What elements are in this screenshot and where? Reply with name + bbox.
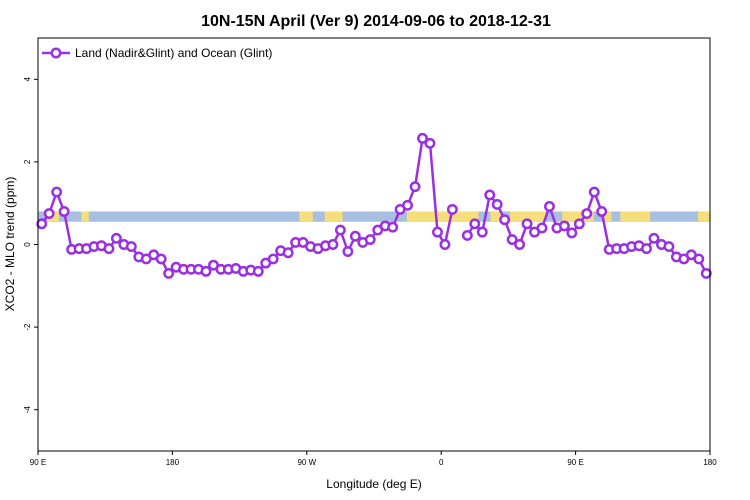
data-point: [387, 221, 399, 233]
data-point: [648, 232, 660, 244]
data-point: [484, 189, 496, 201]
data-point: [506, 234, 518, 245]
data-point: [596, 206, 608, 217]
data-point: [499, 214, 511, 226]
data-point: [252, 265, 264, 277]
data-point: [327, 239, 339, 250]
land-span: [602, 211, 612, 222]
x-tick-label: 180: [703, 458, 717, 467]
series-line: [40, 137, 454, 275]
data-point: [693, 253, 705, 265]
x-tick-label: 180: [166, 458, 180, 467]
data-point: [663, 241, 675, 253]
x-tick-label: 90 W: [297, 458, 316, 467]
land-span: [509, 211, 546, 222]
y-tick-label: 2: [23, 159, 32, 164]
data-point: [103, 243, 115, 255]
data-point: [51, 186, 63, 198]
land-span: [406, 211, 479, 222]
data-point: [334, 224, 346, 236]
data-point: [417, 132, 428, 144]
data-point: [566, 227, 578, 239]
data-point: [439, 239, 451, 250]
data-point: [342, 246, 354, 257]
data-point: [424, 137, 436, 149]
data-point: [200, 265, 212, 277]
x-axis-label: Longitude (deg E): [326, 477, 421, 491]
data-point: [491, 198, 503, 210]
land-span: [299, 211, 313, 222]
data-point: [544, 201, 555, 212]
y-axis: -4 -2 0 2 4: [23, 77, 38, 414]
x-tick-label: 90 E: [30, 458, 46, 467]
data-point: [514, 239, 526, 250]
y-tick-label: -4: [23, 406, 32, 414]
data-point: [469, 218, 481, 230]
data-point: [700, 267, 712, 279]
x-axis: 90 E 180 90 W 0 90 E 180: [30, 451, 717, 467]
data-point: [476, 226, 488, 238]
data-point: [521, 218, 533, 230]
data-point: [558, 220, 570, 232]
data-point: [402, 199, 414, 211]
ocean-band: [38, 211, 710, 222]
data-point: [58, 206, 70, 217]
data-point: [110, 232, 122, 244]
data-point: [43, 208, 55, 219]
data-point: [155, 253, 167, 265]
y-tick-label: 0: [23, 242, 32, 247]
data-point: [364, 234, 376, 245]
data-point: [409, 181, 421, 193]
y-tick-label: 4: [23, 77, 32, 82]
legend-marker: [50, 47, 62, 59]
legend-entry: Land (Nadir&Glint) and Ocean (Glint): [75, 46, 272, 60]
data-point: [349, 230, 361, 242]
y-axis-label: XCO2 - MLO trend (ppm): [3, 177, 17, 312]
series-layer: [36, 132, 712, 279]
series-line: [466, 190, 708, 274]
data-point: [588, 186, 600, 198]
data-point: [125, 241, 137, 253]
data-point: [282, 247, 294, 259]
data-point: [536, 222, 548, 234]
legend: Land (Nadir&Glint) and Ocean (Glint): [42, 46, 272, 60]
y-tick-label: -2: [23, 323, 32, 331]
land-span: [562, 211, 594, 222]
land-span: [81, 211, 89, 222]
data-point: [641, 243, 652, 255]
data-point: [573, 218, 585, 230]
data-point: [461, 229, 473, 241]
land-ocean-band: [38, 211, 710, 222]
x-tick-label: 0: [439, 458, 444, 467]
land-span: [490, 211, 501, 222]
data-point: [581, 208, 593, 219]
land-span: [620, 211, 651, 222]
data-point: [446, 203, 458, 215]
data-point: [267, 253, 279, 265]
data-point: [163, 267, 175, 279]
land-span: [324, 211, 343, 222]
data-point: [36, 218, 48, 230]
x-tick-label: 90 E: [567, 458, 583, 467]
land-span: [698, 211, 710, 222]
chart-title: 10N-15N April (Ver 9) 2014-09-06 to 2018…: [201, 13, 551, 30]
data-point: [432, 226, 443, 238]
